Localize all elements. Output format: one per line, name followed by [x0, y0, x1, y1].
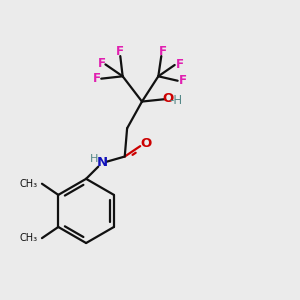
Text: O: O	[140, 137, 151, 150]
Text: F: F	[158, 45, 166, 58]
Text: F: F	[176, 58, 183, 70]
Text: CH₃: CH₃	[20, 179, 38, 189]
Text: F: F	[178, 74, 186, 87]
Text: F: F	[116, 45, 124, 58]
Text: F: F	[92, 72, 101, 85]
Text: CH₃: CH₃	[20, 233, 38, 243]
Text: F: F	[98, 57, 106, 70]
Text: O: O	[163, 92, 174, 105]
Text: -H: -H	[169, 94, 183, 107]
Text: H: H	[90, 154, 98, 164]
Text: N: N	[97, 156, 108, 169]
